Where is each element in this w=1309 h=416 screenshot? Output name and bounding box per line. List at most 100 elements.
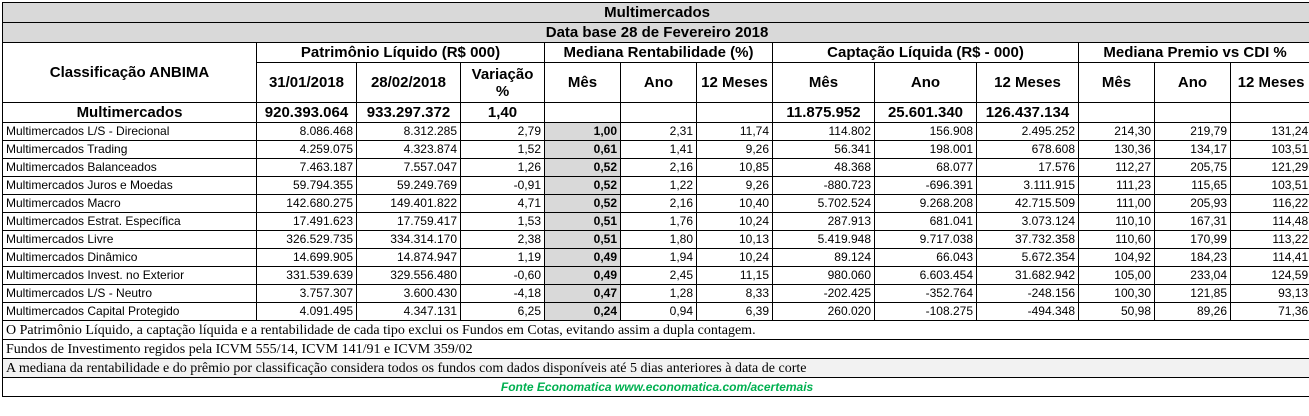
- date-line: Data base 28 de Fevereiro 2018: [3, 23, 1309, 43]
- table-cell: 111,23: [1079, 177, 1155, 195]
- table-cell: -248.156: [977, 285, 1079, 303]
- table-cell: 214,30: [1079, 123, 1155, 141]
- table-cell: 2,79: [461, 123, 545, 141]
- column-header: 12 Meses: [697, 63, 773, 103]
- column-header: Ano: [1155, 63, 1231, 103]
- table-cell: 71,36: [1231, 303, 1309, 321]
- note-dupla-contagem: O Patrimônio Líquido, a captação líquida…: [3, 321, 1309, 340]
- table-cell: 114,48: [1231, 213, 1309, 231]
- table-cell: 11,74: [697, 123, 773, 141]
- total-cell: 933.297.372: [357, 103, 461, 123]
- table-cell: 9.717.038: [875, 231, 977, 249]
- table-cell: 17.759.417: [357, 213, 461, 231]
- table-cell: 56.341: [773, 141, 875, 159]
- table-cell: 184,23: [1155, 249, 1231, 267]
- table-cell: 8,33: [697, 285, 773, 303]
- table-cell: 111,00: [1079, 195, 1155, 213]
- row-label: Multimercados Capital Protegido: [3, 303, 257, 321]
- column-header: 12 Meses: [977, 63, 1079, 103]
- table-cell: -352.764: [875, 285, 977, 303]
- table-cell: 113,22: [1231, 231, 1309, 249]
- total-cell: [1155, 103, 1231, 123]
- table-cell: 103,51: [1231, 177, 1309, 195]
- table-cell: 0,52: [545, 195, 621, 213]
- table-cell: 121,29: [1231, 159, 1309, 177]
- table-cell: -0,91: [461, 177, 545, 195]
- total-row-label: Multimercados: [3, 103, 257, 123]
- table-cell: 2,31: [621, 123, 697, 141]
- table-cell: 114.802: [773, 123, 875, 141]
- row-label: Multimercados Trading: [3, 141, 257, 159]
- table-cell: 156.908: [875, 123, 977, 141]
- table-cell: 260.020: [773, 303, 875, 321]
- total-cell: 1,40: [461, 103, 545, 123]
- table-cell: 6.603.454: [875, 267, 977, 285]
- table-cell: 100,30: [1079, 285, 1155, 303]
- table-cell: 93,13: [1231, 285, 1309, 303]
- total-cell: [1079, 103, 1155, 123]
- table-cell: 5.419.948: [773, 231, 875, 249]
- table-cell: 9.268.208: [875, 195, 977, 213]
- table-cell: 66.043: [875, 249, 977, 267]
- table-cell: -494.348: [977, 303, 1079, 321]
- table-cell: 2,16: [621, 159, 697, 177]
- table-cell: 3.600.430: [357, 285, 461, 303]
- table-cell: 334.314.170: [357, 231, 461, 249]
- table-cell: -108.275: [875, 303, 977, 321]
- table-cell: 1,28: [621, 285, 697, 303]
- table-cell: 9,26: [697, 141, 773, 159]
- group-header-rentabilidade: Mediana Rentabilidade (%): [545, 43, 773, 63]
- table-cell: 980.060: [773, 267, 875, 285]
- table-cell: 0,52: [545, 177, 621, 195]
- table-cell: 1,94: [621, 249, 697, 267]
- table-cell: 5.672.354: [977, 249, 1079, 267]
- row-label: Multimercados L/S - Direcional: [3, 123, 257, 141]
- table-cell: 1,00: [545, 123, 621, 141]
- table-cell: -696.391: [875, 177, 977, 195]
- total-cell: 11.875.952: [773, 103, 875, 123]
- table-cell: 142.680.275: [257, 195, 357, 213]
- source-credit: Fonte Economatica www.economatica.com/ac…: [3, 378, 1309, 397]
- multimercados-table: Multimercados Data base 28 de Fevereiro …: [2, 2, 1309, 397]
- table-cell: 0,47: [545, 285, 621, 303]
- table-cell: 219,79: [1155, 123, 1231, 141]
- group-header-captacao: Captação Líquida (R$ - 000): [773, 43, 1079, 63]
- table-cell: 112,27: [1079, 159, 1155, 177]
- table-cell: 59.794.355: [257, 177, 357, 195]
- table-cell: 10,85: [697, 159, 773, 177]
- table-cell: 8.086.468: [257, 123, 357, 141]
- table-cell: 678.608: [977, 141, 1079, 159]
- table-cell: 103,51: [1231, 141, 1309, 159]
- table-cell: 8.312.285: [357, 123, 461, 141]
- table-cell: 287.913: [773, 213, 875, 231]
- total-cell: [697, 103, 773, 123]
- table-cell: 110,10: [1079, 213, 1155, 231]
- table-cell: 3.111.915: [977, 177, 1079, 195]
- group-header-patrimonio: Patrimônio Líquido (R$ 000): [257, 43, 545, 63]
- table-cell: 0,51: [545, 231, 621, 249]
- table-cell: 0,51: [545, 213, 621, 231]
- table-cell: 105,00: [1079, 267, 1155, 285]
- row-label: Multimercados Estrat. Específica: [3, 213, 257, 231]
- table-cell: 0,52: [545, 159, 621, 177]
- table-cell: 116,22: [1231, 195, 1309, 213]
- table-cell: 10,40: [697, 195, 773, 213]
- table-cell: 149.401.822: [357, 195, 461, 213]
- table-cell: 114,41: [1231, 249, 1309, 267]
- row-label: Multimercados Macro: [3, 195, 257, 213]
- table-cell: 205,75: [1155, 159, 1231, 177]
- table-cell: 42.715.509: [977, 195, 1079, 213]
- row-label: Multimercados Juros e Moedas: [3, 177, 257, 195]
- table-cell: 14.874.947: [357, 249, 461, 267]
- table-cell: 1,53: [461, 213, 545, 231]
- table-cell: 1,19: [461, 249, 545, 267]
- table-cell: 4.091.495: [257, 303, 357, 321]
- table-cell: 4.323.874: [357, 141, 461, 159]
- table-cell: 11,15: [697, 267, 773, 285]
- table-cell: 1,41: [621, 141, 697, 159]
